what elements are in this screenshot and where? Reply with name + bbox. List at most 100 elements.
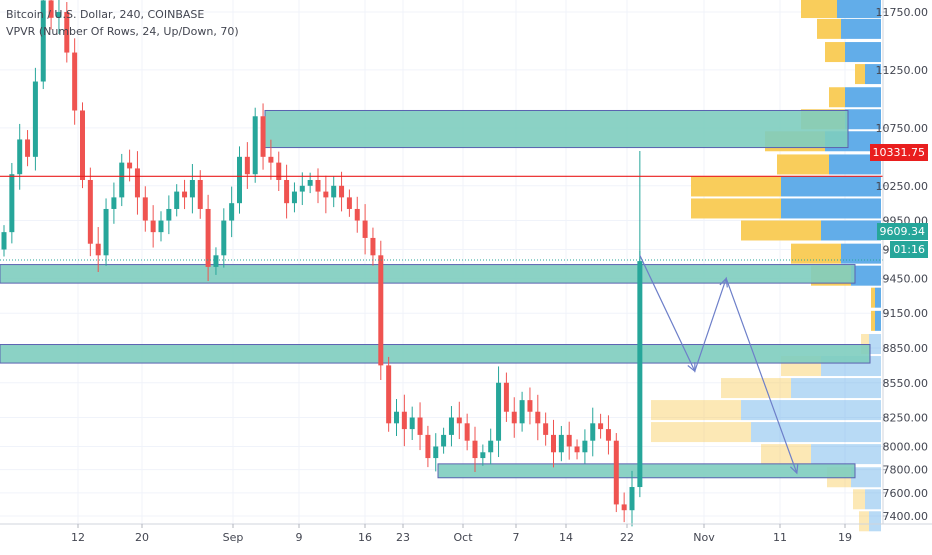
candle-body — [9, 174, 15, 233]
volume-bar-down — [829, 87, 845, 108]
candle-body — [315, 180, 321, 192]
candle-body — [182, 191, 188, 198]
candle-body — [605, 429, 611, 441]
marked-price-badge: 10331.75 — [869, 144, 928, 161]
candle-body — [354, 208, 360, 221]
support-resistance-zone — [437, 463, 856, 479]
candle-body — [472, 440, 478, 459]
candle-body — [17, 139, 23, 175]
candle-body — [221, 220, 227, 256]
last-price-badge: 9609.34 — [876, 223, 928, 240]
x-tick-label: 16 — [358, 531, 372, 544]
volume-bar-down — [651, 400, 741, 421]
volume-bar-up — [841, 18, 881, 39]
volume-bar-up — [851, 467, 881, 488]
volume-bar-down — [691, 198, 781, 219]
volume-bar-up — [781, 176, 881, 197]
y-tick-label: 9150.00 — [883, 307, 929, 320]
candle-body — [582, 440, 588, 453]
volume-bar-down — [777, 154, 829, 175]
candle-body — [158, 220, 164, 233]
candle-body — [433, 446, 439, 459]
candle-body — [72, 52, 78, 111]
candle-body — [378, 255, 384, 366]
volume-bar-up — [821, 220, 881, 241]
volume-bar-down — [859, 511, 869, 532]
volume-bar-up — [875, 287, 881, 308]
candle-body — [25, 139, 31, 157]
x-tick-label: 23 — [396, 531, 410, 544]
candle-body — [142, 197, 148, 221]
candle-body — [362, 220, 368, 238]
support-resistance-zone — [0, 344, 871, 364]
candle-body — [284, 180, 290, 204]
y-tick-label: 10250.00 — [876, 180, 929, 193]
y-tick-label: 7600.00 — [883, 487, 929, 500]
x-tick-label: 11 — [773, 531, 787, 544]
candle-body — [566, 434, 572, 447]
candle-body — [87, 180, 93, 244]
volume-bar-down — [721, 378, 791, 399]
candle-body — [503, 382, 509, 412]
volume-bar-down — [871, 310, 875, 331]
candle-body — [268, 156, 274, 163]
volume-bar-up — [811, 444, 881, 465]
countdown-badge: 01:16 — [890, 241, 928, 258]
y-tick-label: 7800.00 — [883, 464, 929, 477]
volume-bar-up — [845, 42, 881, 63]
volume-bar-down — [691, 176, 781, 197]
candle-body — [613, 440, 619, 505]
candle-body — [519, 400, 525, 424]
y-tick-label: 8000.00 — [883, 440, 929, 453]
candle-body — [150, 220, 156, 233]
candle-body — [621, 504, 627, 511]
indicator-label[interactable]: VPVR (Number Of Rows, 24, Up/Down, 70) — [6, 25, 239, 38]
y-tick-label: 7400.00 — [883, 510, 929, 523]
y-tick-label: 8550.00 — [883, 377, 929, 390]
candle-body — [394, 411, 399, 424]
candle-body — [291, 191, 297, 204]
candle-body — [339, 185, 345, 198]
x-tick-label: 19 — [838, 531, 852, 544]
x-tick-label: 9 — [296, 531, 303, 544]
volume-bar-down — [853, 489, 865, 510]
volume-bar-up — [841, 243, 881, 264]
drawings — [0, 175, 883, 475]
time-axis: 12 20 Sep 9 16 23 Oct 7 14 22 Nov 11 19 — [71, 524, 852, 544]
price-axis: 7400.00 7600.00 7800.00 8000.00 8250.00 8550.… — [876, 6, 929, 523]
candle-body — [480, 452, 486, 459]
candle-body — [95, 243, 101, 256]
candle-body — [511, 411, 517, 424]
candle-body — [205, 208, 211, 267]
x-tick-label: 12 — [71, 531, 85, 544]
candle-body — [174, 191, 180, 209]
candles — [1, 0, 643, 527]
candle-body — [40, 0, 46, 82]
candle-body — [56, 12, 62, 18]
volume-bar-up — [851, 265, 881, 286]
y-tick-label: 11750.00 — [876, 6, 929, 19]
candle-body — [551, 434, 556, 453]
candle-body — [488, 440, 494, 453]
volume-bar-down — [817, 18, 841, 39]
volume-bar-up — [845, 87, 881, 108]
volume-bar-up — [865, 489, 881, 510]
volume-bar-down — [791, 243, 841, 264]
volume-bar-down — [741, 220, 821, 241]
candle-body — [535, 411, 541, 424]
candle-body — [276, 162, 282, 180]
volume-bar-down — [825, 42, 845, 63]
candle-body — [32, 81, 38, 157]
candle-body — [307, 180, 313, 186]
x-tick-label: Sep — [223, 531, 244, 544]
volume-bar-up — [869, 334, 881, 355]
x-tick-label: 20 — [135, 531, 149, 544]
candle-body — [197, 180, 203, 209]
candle-body — [425, 434, 431, 459]
candle-body — [370, 237, 376, 256]
volume-bar-up — [865, 64, 881, 85]
symbol-title[interactable]: Bitcoin / U.S. Dollar, 240, COINBASE — [6, 8, 205, 21]
candle-body — [80, 110, 85, 180]
